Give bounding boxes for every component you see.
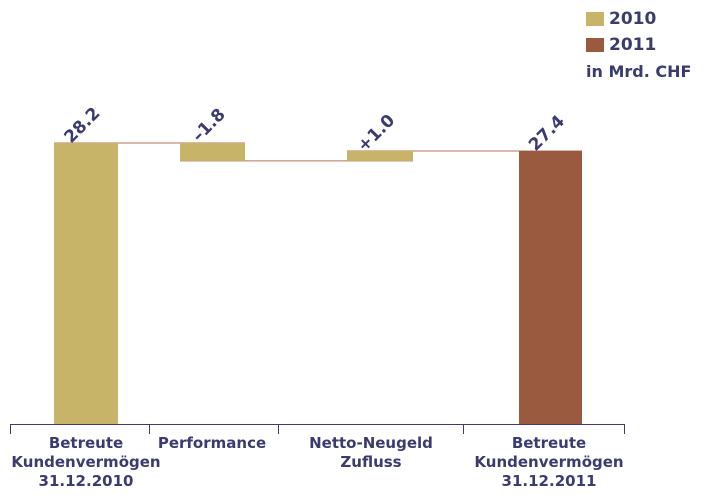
- bar-3: [519, 150, 582, 424]
- legend: 2010 2011 in Mrd. CHF: [586, 8, 691, 81]
- category-label-2: Netto-Neugeld Zufluss: [309, 434, 433, 471]
- legend-swatch-2011: [586, 38, 604, 52]
- value-label-1: –1.8: [188, 105, 229, 146]
- value-label-2: +1.0: [354, 111, 400, 157]
- bar-1: [180, 142, 245, 161]
- legend-item-2011: 2011: [586, 34, 691, 56]
- category-label-0: Betreute Kundenvermögen 31.12.2010: [11, 434, 161, 490]
- category-label-1: Performance: [157, 434, 267, 452]
- legend-item-2010: 2010: [586, 8, 691, 30]
- connector-lines: [54, 142, 582, 162]
- value-labels: 28.2 –1.8 +1.0 27.4: [61, 104, 569, 157]
- category-label-3: Betreute Kundenvermögen 31.12.2011: [474, 434, 624, 490]
- value-label-0: 28.2: [61, 104, 105, 148]
- x-axis: [10, 424, 625, 434]
- legend-label-2011: 2011: [609, 35, 657, 55]
- value-label-3: 27.4: [525, 111, 569, 155]
- unit-label: in Mrd. CHF: [586, 62, 692, 81]
- bar-0: [54, 142, 118, 424]
- bars: [54, 142, 582, 424]
- legend-label-2010: 2010: [609, 9, 657, 29]
- bar-2: [347, 150, 413, 161]
- legend-swatch-2010: [586, 12, 604, 26]
